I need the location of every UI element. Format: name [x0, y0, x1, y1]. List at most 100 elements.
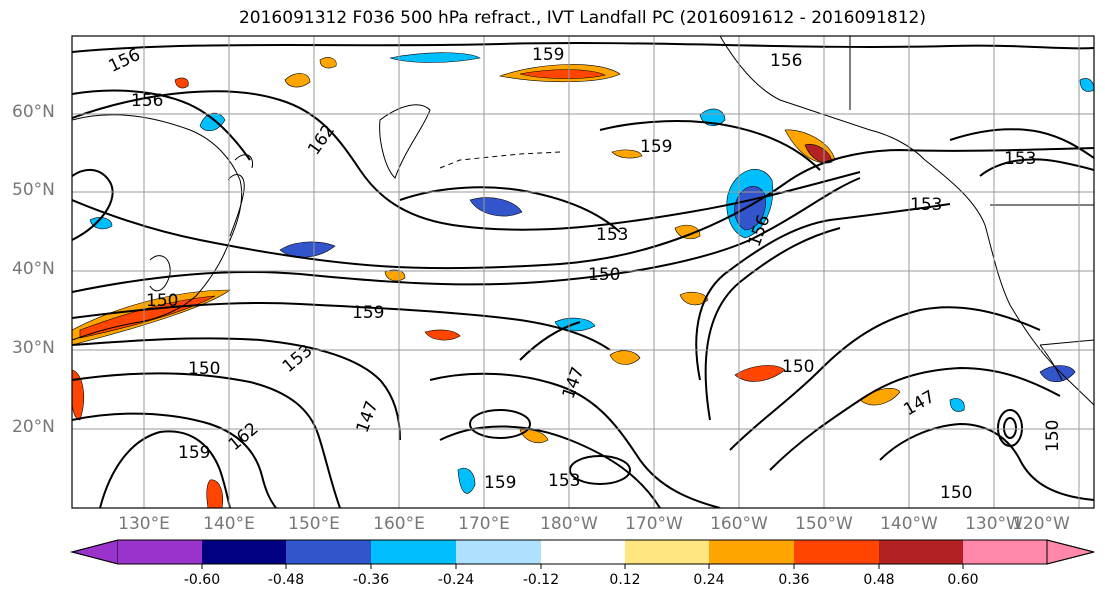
contour-label: 159 — [640, 137, 672, 157]
contour-label: 159 — [352, 303, 384, 323]
contour-line — [695, 203, 951, 381]
coastline-kamchatka — [379, 104, 431, 179]
lat-label: 30°N — [12, 338, 55, 358]
colorbar-bin — [456, 540, 541, 564]
lon-label: 140°E — [203, 514, 255, 534]
contour-label: 159 — [484, 473, 516, 493]
contour-label: 153 — [910, 195, 942, 215]
anomaly-patch — [206, 479, 223, 508]
contour-line — [72, 147, 1094, 270]
anomaly-patch — [319, 57, 337, 69]
lon-label: 160°E — [373, 514, 425, 534]
coastline-baja — [1039, 344, 1063, 381]
contour-line — [769, 366, 1061, 471]
coastline-north-america — [924, 159, 1094, 406]
anomaly-patch — [734, 365, 786, 382]
contour-line — [72, 169, 114, 241]
lon-label: 180°W — [540, 514, 598, 534]
lat-label: 20°N — [12, 417, 55, 437]
contour-label: 156 — [131, 91, 163, 111]
graticule — [72, 36, 1094, 508]
colorbar-bin — [202, 540, 286, 564]
contour-label: 150 — [782, 357, 814, 377]
colorbar-tick-label: 0.12 — [609, 572, 641, 588]
contour-line — [879, 422, 1094, 501]
contour-label: 159 — [178, 443, 210, 463]
lat-label: 40°N — [12, 259, 55, 279]
anomaly-patch — [804, 144, 833, 164]
contour-closed — [997, 409, 1023, 447]
colorbar-bin — [118, 540, 202, 564]
colorbar-tick-label: -0.36 — [352, 572, 390, 588]
contour-line — [949, 128, 1094, 159]
lon-label: 140°W — [880, 514, 938, 534]
anomaly-patch — [674, 224, 701, 240]
refractivity-contours — [72, 42, 1094, 508]
contour-line — [704, 227, 841, 421]
contour-line — [429, 372, 721, 508]
lon-label: 150°E — [288, 514, 340, 534]
contour-line — [72, 90, 861, 231]
contour-label: 153 — [1004, 149, 1036, 169]
lat-label: 60°N — [12, 102, 55, 122]
lon-label: 150°W — [795, 514, 853, 534]
anomaly-patch — [174, 77, 189, 89]
colorbar-extend-max — [1046, 539, 1095, 565]
lon-label: 130°W — [965, 514, 1023, 534]
coastline-hokkaido — [234, 154, 254, 169]
anomaly-patch — [519, 69, 606, 79]
contour-line — [72, 337, 401, 441]
contour-line — [99, 430, 231, 508]
colorbar-bin — [541, 540, 625, 564]
contour-closed — [1003, 417, 1017, 439]
colorbar-tick-label: -0.48 — [267, 572, 305, 588]
colorbar-tick-label: -0.12 — [522, 572, 560, 588]
lon-label: 170°W — [625, 514, 683, 534]
colorbar-tick-label: -0.24 — [437, 572, 475, 588]
contour-label: 150 — [188, 359, 220, 379]
contour-label: 153 — [548, 471, 580, 491]
anomaly-patch — [424, 329, 461, 341]
anomaly-patch — [611, 149, 643, 159]
map-title: 2016091312 F036 500 hPa refract., IVT La… — [238, 8, 926, 28]
colorbar-bin — [709, 540, 794, 564]
lon-label: 170°E — [458, 514, 510, 534]
lon-label: 120°W — [1012, 514, 1070, 534]
anomaly-patch — [679, 291, 709, 306]
lon-label: 130°E — [118, 514, 170, 534]
border-us-mexico — [1039, 339, 1094, 346]
contour-line — [979, 158, 1094, 177]
colorbar-bin — [286, 540, 371, 564]
coastlines — [72, 36, 1094, 406]
contour-line — [72, 89, 251, 161]
contour-label: 150 — [1043, 420, 1063, 452]
colorbar-bin — [625, 540, 709, 564]
contour-label: 159 — [532, 45, 564, 65]
aleutian-islands — [439, 151, 561, 169]
contour-label: 156 — [770, 51, 802, 71]
colorbar — [70, 539, 1095, 569]
anomaly-patch — [609, 350, 641, 365]
anomaly-patch — [1079, 78, 1094, 92]
contour-closed — [569, 455, 631, 485]
anomaly-patch — [949, 398, 965, 412]
colorbar-bin — [794, 540, 879, 564]
colorbar-tick-label: 0.48 — [863, 572, 895, 588]
colorbar-bin — [879, 540, 963, 564]
map-plot-area: 156 156 159 156 162 159 153 153 153 150 … — [72, 36, 1094, 508]
contour-line — [72, 177, 861, 293]
anomaly-patch — [519, 429, 549, 443]
contour-line — [599, 120, 821, 171]
contour-closed — [469, 409, 531, 439]
contour-line — [729, 306, 1041, 451]
colorbar-tick-label: 0.36 — [778, 572, 810, 588]
contour-label: 150 — [940, 483, 972, 503]
anomaly-patch — [199, 112, 226, 132]
contour-line — [519, 321, 581, 361]
plot-frame — [71, 35, 1095, 509]
contour-label: 150 — [588, 265, 620, 285]
anomaly-patch — [469, 197, 523, 217]
colorbar-tick-label: -0.60 — [183, 572, 221, 588]
contour-line — [72, 301, 611, 351]
